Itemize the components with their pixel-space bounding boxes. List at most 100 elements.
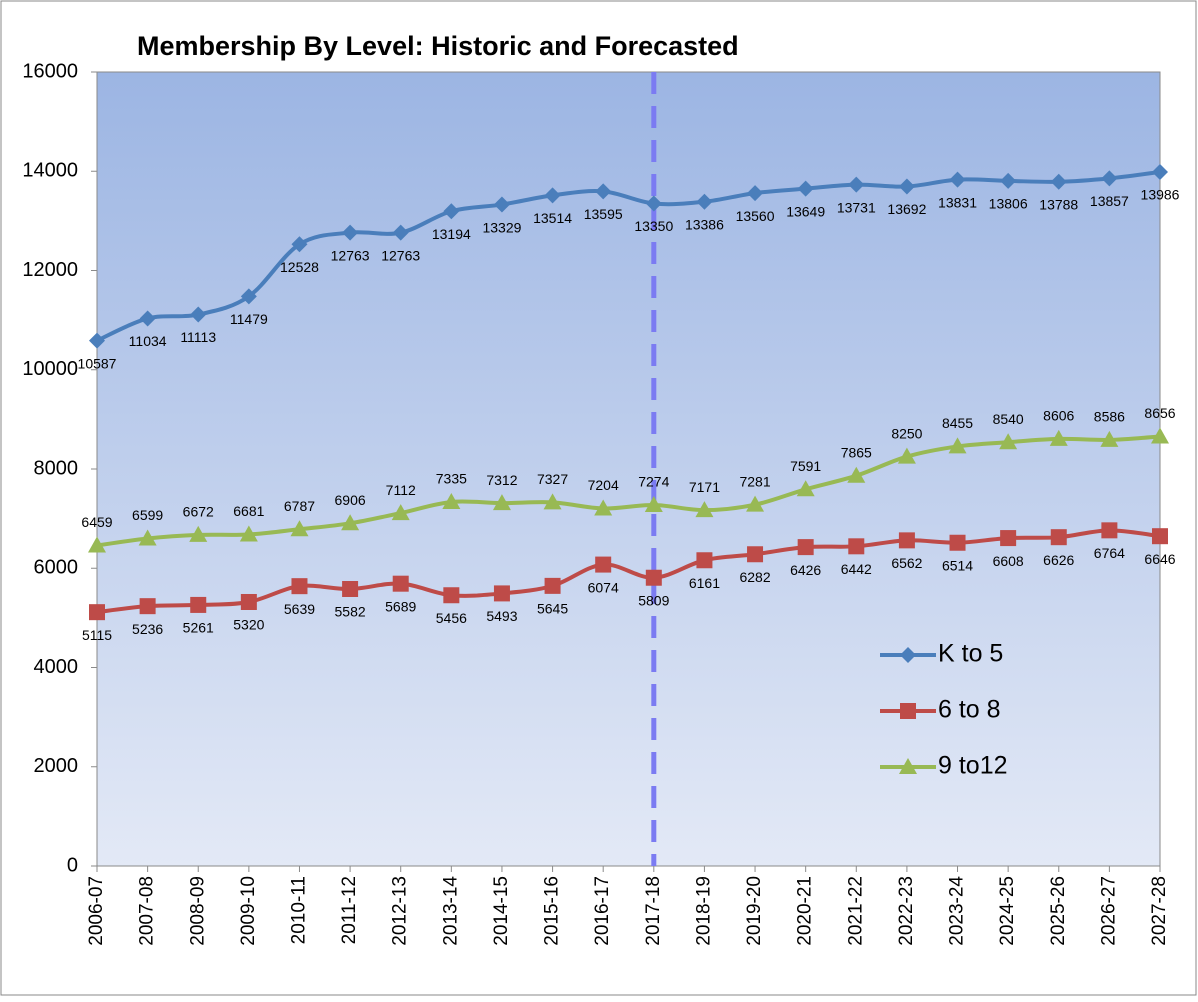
marker xyxy=(392,575,409,592)
marker xyxy=(239,525,258,542)
data-label: 8656 xyxy=(1144,405,1175,421)
marker xyxy=(796,480,815,497)
x-tick-label: 2016-17 xyxy=(592,876,613,946)
marker xyxy=(695,501,714,518)
marker xyxy=(89,332,105,349)
marker xyxy=(88,536,106,553)
marker xyxy=(190,596,207,613)
data-label: 7312 xyxy=(486,472,517,488)
x-tick-label: 2015-16 xyxy=(542,876,563,946)
marker xyxy=(492,494,511,511)
marker xyxy=(1000,530,1017,547)
y-tick-label: 16000 xyxy=(22,60,78,82)
data-label: 6074 xyxy=(588,579,619,595)
data-label: 13788 xyxy=(1039,196,1078,212)
marker xyxy=(747,546,764,563)
data-label: 6672 xyxy=(183,504,214,520)
marker xyxy=(392,224,409,241)
data-label: 8250 xyxy=(891,425,922,441)
data-label: 6459 xyxy=(81,514,112,530)
data-label: 6514 xyxy=(942,557,973,573)
data-label: 7274 xyxy=(638,474,669,490)
legend-label: K to 5 xyxy=(938,640,1003,668)
marker xyxy=(999,433,1018,450)
marker xyxy=(898,178,915,195)
data-label: 5639 xyxy=(284,601,315,617)
marker xyxy=(900,647,916,663)
marker xyxy=(848,538,865,555)
data-label: 12763 xyxy=(331,247,370,263)
marker xyxy=(139,310,156,327)
x-tick-label: 2012-13 xyxy=(390,876,411,946)
data-label: 6562 xyxy=(891,555,922,571)
marker xyxy=(1050,173,1067,190)
marker xyxy=(1101,170,1118,187)
data-label: 5456 xyxy=(436,610,467,626)
marker xyxy=(696,552,713,569)
x-tick-label: 2019-20 xyxy=(744,876,765,946)
y-tick-label: 10000 xyxy=(22,358,78,380)
marker xyxy=(493,196,510,213)
marker xyxy=(1050,529,1067,546)
y-tick-label: 0 xyxy=(67,854,78,876)
data-label: 6646 xyxy=(1144,551,1175,567)
data-label: 13806 xyxy=(989,196,1028,212)
marker xyxy=(696,193,713,210)
marker xyxy=(189,525,208,542)
marker xyxy=(1049,429,1068,446)
y-tick-label: 2000 xyxy=(34,755,79,777)
data-label: 13560 xyxy=(736,208,775,224)
x-tick-label: 2026-27 xyxy=(1098,876,1119,946)
data-label: 13329 xyxy=(482,219,521,235)
data-label: 7865 xyxy=(841,444,872,460)
data-label: 6906 xyxy=(335,492,366,508)
series-line xyxy=(96,528,1161,615)
data-label: 5236 xyxy=(132,621,163,637)
data-label: 13595 xyxy=(584,206,623,222)
marker xyxy=(594,499,613,516)
marker xyxy=(1100,430,1119,447)
data-label: 8455 xyxy=(942,415,973,431)
data-label: 6599 xyxy=(132,507,163,523)
series-line xyxy=(96,169,1161,343)
data-label: 13350 xyxy=(634,218,673,234)
marker xyxy=(1152,528,1168,545)
data-label: 5645 xyxy=(537,601,568,617)
data-label: 13692 xyxy=(887,201,926,217)
marker xyxy=(797,180,814,197)
y-tick-label: 14000 xyxy=(22,160,78,182)
x-tick-label: 2017-18 xyxy=(643,876,664,946)
data-label: 6282 xyxy=(739,569,770,585)
marker xyxy=(544,187,561,204)
x-tick-label: 2010-11 xyxy=(288,876,309,944)
data-label: 7171 xyxy=(689,479,720,495)
data-label: 5809 xyxy=(638,592,669,608)
data-label: 6681 xyxy=(233,503,264,519)
marker xyxy=(291,236,308,253)
marker xyxy=(897,447,916,464)
marker xyxy=(949,534,966,551)
marker xyxy=(898,532,915,549)
data-label: 13857 xyxy=(1090,193,1129,209)
data-label: 8606 xyxy=(1043,408,1074,424)
marker xyxy=(1151,427,1169,444)
data-label: 6608 xyxy=(993,553,1024,569)
marker xyxy=(443,587,460,604)
data-label: 12763 xyxy=(381,247,420,263)
x-tick-label: 2014-15 xyxy=(491,876,512,946)
x-tick-label: 2020-21 xyxy=(795,876,816,946)
marker xyxy=(797,539,814,556)
data-label: 13831 xyxy=(938,194,977,210)
x-tick-label: 2018-19 xyxy=(693,876,714,946)
data-label: 7327 xyxy=(537,471,568,487)
data-label: 11034 xyxy=(129,333,167,349)
marker xyxy=(949,171,966,188)
legend-label: 6 to 8 xyxy=(938,696,1001,724)
data-label: 13649 xyxy=(786,203,825,219)
x-tick-label: 2024-25 xyxy=(997,876,1018,946)
marker xyxy=(1000,172,1017,189)
y-tick-label: 12000 xyxy=(22,259,78,281)
y-tick-label: 6000 xyxy=(34,557,79,579)
marker xyxy=(139,598,156,615)
x-tick-label: 2011-12 xyxy=(339,876,360,944)
